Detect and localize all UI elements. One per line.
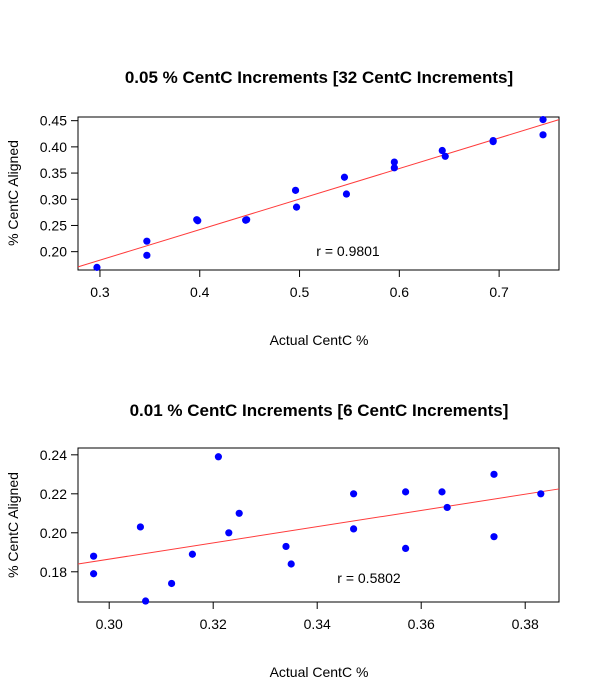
chart-1-x-axis: 0.3 0.4 0.5 0.6 0.7: [90, 270, 509, 300]
chart-1-annotation: r = 0.9801: [316, 243, 380, 259]
chart-2-y-axis: 0.18 0.20 0.22 0.24: [40, 447, 78, 580]
chart-2-points: [90, 453, 545, 605]
chart-1-data-point: [292, 203, 301, 211]
chart-2-data-point: [142, 597, 150, 605]
chart-1-data-point: [340, 173, 349, 181]
chart-2-fit-line: [77, 488, 560, 565]
chart-2-y-tick-label: 0.22: [40, 486, 67, 502]
chart-2-data-point: [90, 570, 98, 578]
chart-1-data-point: [342, 190, 351, 198]
chart-2-data-point: [214, 453, 222, 461]
chart-2-data-point: [443, 503, 451, 512]
chart-2-y-tick-label: 0.18: [40, 564, 67, 580]
chart-1-data-point: [143, 251, 151, 259]
chart-2-y-axis-label: % CentC Aligned: [5, 472, 21, 578]
chart-1-fit-line: [77, 119, 560, 268]
chart-2-x-tick-label: 0.38: [512, 616, 539, 632]
chart-1-data-point: [441, 152, 449, 160]
chart-2-x-axis-label: Actual CentC %: [270, 664, 369, 680]
chart-1-title: 0.05 % CentC Increments [32 CentC Increm…: [125, 68, 513, 87]
chart-1-y-tick-label: 0.30: [40, 191, 67, 207]
chart-1-data-point: [438, 146, 446, 155]
chart-2-title: 0.01 % CentC Increments [6 CentC Increme…: [130, 401, 509, 420]
chart-2-data-point: [350, 490, 358, 498]
chart-2-data-point: [136, 523, 144, 531]
chart-1-y-axis: 0.20 0.25 0.30 0.35 0.40 0.45: [40, 113, 78, 260]
chart-2-data-point: [402, 544, 410, 552]
chart-1-data-point: [390, 164, 398, 172]
chart-2-data-point: [490, 470, 498, 478]
chart-2-data-point: [350, 525, 358, 533]
chart-2-x-tick-label: 0.36: [408, 616, 435, 632]
chart-1-y-tick-label: 0.25: [40, 217, 67, 233]
chart-2-data-point: [225, 529, 233, 537]
chart-2-x-axis: 0.30 0.32 0.34 0.36 0.38: [96, 602, 539, 632]
chart-2-data-point: [287, 560, 295, 568]
chart-2-data-point: [188, 550, 196, 558]
chart-2-x-tick-label: 0.32: [200, 616, 227, 632]
chart-2-plot-frame: [77, 447, 560, 603]
chart-2-data-point: [438, 488, 446, 496]
chart-1-data-point: [489, 138, 497, 146]
chart-2-y-tick-label: 0.24: [40, 447, 67, 463]
chart-1-y-axis-label: % CentC Aligned: [5, 140, 21, 246]
chart-2-annotation: r = 0.5802: [337, 570, 401, 586]
chart-1-x-tick-label: 0.3: [90, 284, 110, 300]
chart-2-x-tick-label: 0.34: [304, 616, 331, 632]
chart-2-data-point: [90, 552, 98, 560]
chart-1-plot-frame: [77, 116, 560, 271]
chart-1-data-point: [539, 131, 547, 139]
chart-1-x-tick-label: 0.4: [190, 284, 210, 300]
chart-1-y-tick-label: 0.45: [40, 113, 67, 129]
chart-2-y-tick-label: 0.20: [40, 525, 67, 541]
chart-1-data-point: [194, 217, 202, 225]
chart-2-x-tick-label: 0.30: [96, 616, 123, 632]
chart-2-data-point: [490, 533, 498, 541]
chart-1-y-tick-label: 0.40: [40, 139, 67, 155]
chart-1-x-tick-label: 0.6: [390, 284, 410, 300]
chart-2-data-point: [282, 542, 290, 551]
chart-1-x-tick-label: 0.7: [489, 284, 509, 300]
chart-1-data-point: [291, 186, 300, 194]
chart-1-data-point: [390, 158, 398, 166]
chart-1-data-point: [539, 116, 547, 124]
chart-1-x-axis-label: Actual CentC %: [270, 332, 369, 348]
chart-2-data-point: [402, 488, 410, 496]
chart-1-data-point: [143, 237, 151, 245]
chart-1-x-tick-label: 0.5: [290, 284, 310, 300]
chart-2-data-point: [168, 579, 176, 588]
chart-2-data-point: [537, 490, 545, 498]
chart-panel-1: 0.05 % CentC Increments [32 CentC Increm…: [5, 68, 560, 348]
chart-2-data-point: [235, 509, 243, 517]
chart-1-data-point: [93, 263, 101, 271]
chart-1-y-tick-label: 0.20: [40, 244, 67, 260]
chart-panel-2: 0.01 % CentC Increments [6 CentC Increme…: [5, 401, 560, 680]
chart-1-points: [93, 116, 547, 271]
chart-1-y-tick-label: 0.35: [40, 165, 67, 181]
chart-1-data-point: [243, 216, 251, 224]
